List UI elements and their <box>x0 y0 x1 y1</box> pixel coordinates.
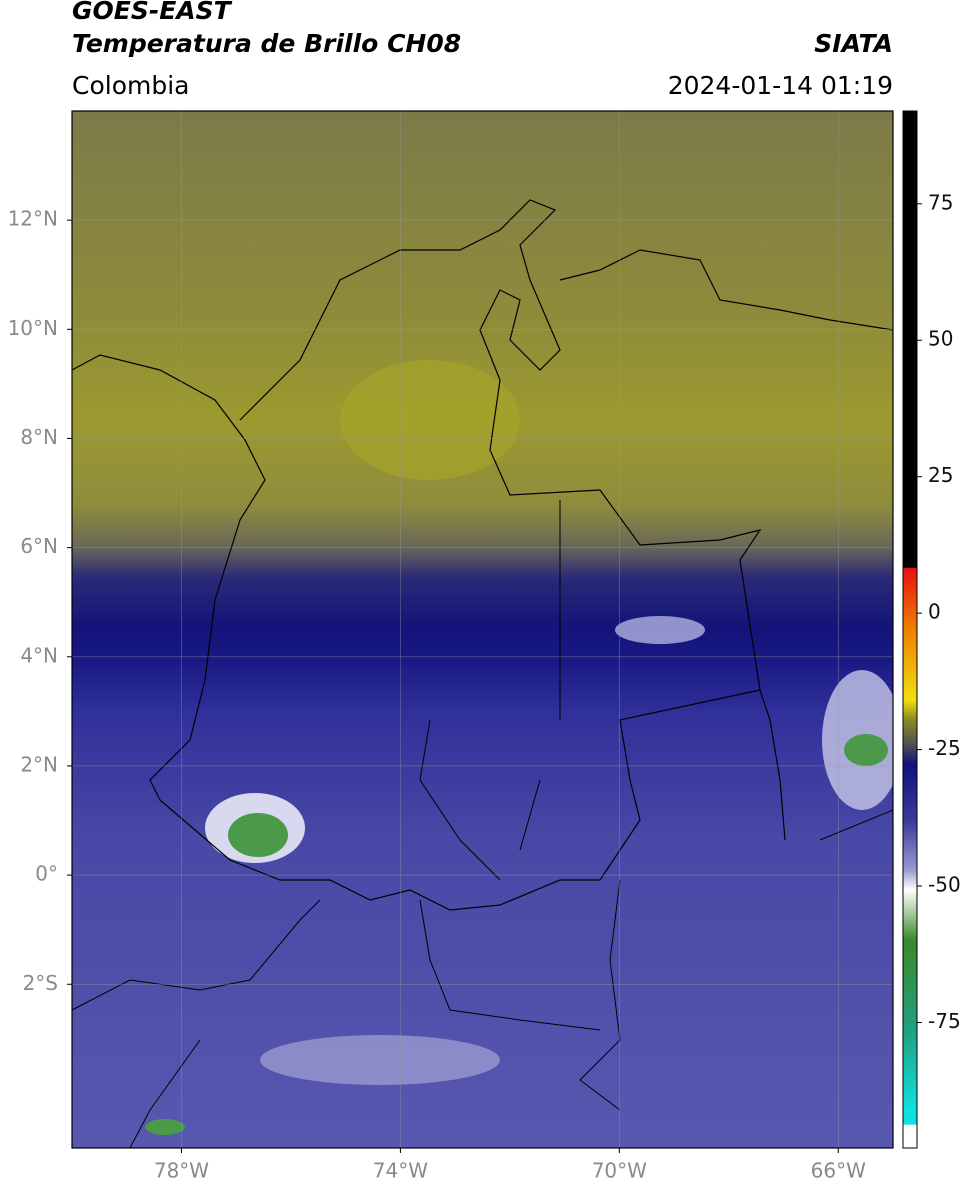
cloud <box>844 734 888 766</box>
cloud <box>340 360 520 480</box>
colorbar-tick-label: -50 <box>928 873 961 897</box>
region: Colombia <box>72 71 189 100</box>
y-tick-label: 12°N <box>8 207 58 231</box>
x-tick-label: 74°W <box>373 1159 428 1183</box>
cloud <box>145 1119 185 1135</box>
colorbar-tick-label: -75 <box>928 1009 961 1033</box>
colorbar-tick-label: 25 <box>928 463 953 487</box>
coastline <box>559 249 893 331</box>
y-tick-label: 10°N <box>8 316 58 340</box>
y-tick-label: 2°N <box>20 752 58 776</box>
title: GOES-EAST <box>72 0 233 25</box>
border <box>239 199 762 691</box>
grid <box>72 111 893 1148</box>
x-tick-label: 78°W <box>154 1159 209 1183</box>
x-tick-label: 66°W <box>811 1159 866 1183</box>
colorbar-tick-label: 75 <box>928 190 953 214</box>
cloud <box>615 616 705 644</box>
y-tick-label: 2°S <box>23 971 58 995</box>
image-background <box>72 111 893 1148</box>
timestamp: 2024-01-14 01:19 <box>668 71 893 100</box>
colorbar-tick-label: -25 <box>928 736 961 760</box>
y-tick-label: 4°N <box>20 643 58 667</box>
y-tick-label: 0° <box>35 862 58 886</box>
colorbar-tick-label: 0 <box>928 600 941 624</box>
border <box>72 500 893 1148</box>
map-frame <box>71 110 894 1149</box>
source: SIATA <box>814 29 893 58</box>
cloud <box>260 1035 500 1085</box>
y-tick-label: 8°N <box>20 425 58 449</box>
x-tick-label: 70°W <box>592 1159 647 1183</box>
y-tick-label: 6°N <box>20 534 58 558</box>
subtitle: Temperatura de Brillo CH08 <box>72 29 461 58</box>
colorbar-tick-label: 50 <box>928 327 953 351</box>
colorbar <box>902 110 918 1149</box>
border <box>72 354 786 911</box>
cloud <box>228 813 288 857</box>
satellite-image <box>72 111 893 1148</box>
